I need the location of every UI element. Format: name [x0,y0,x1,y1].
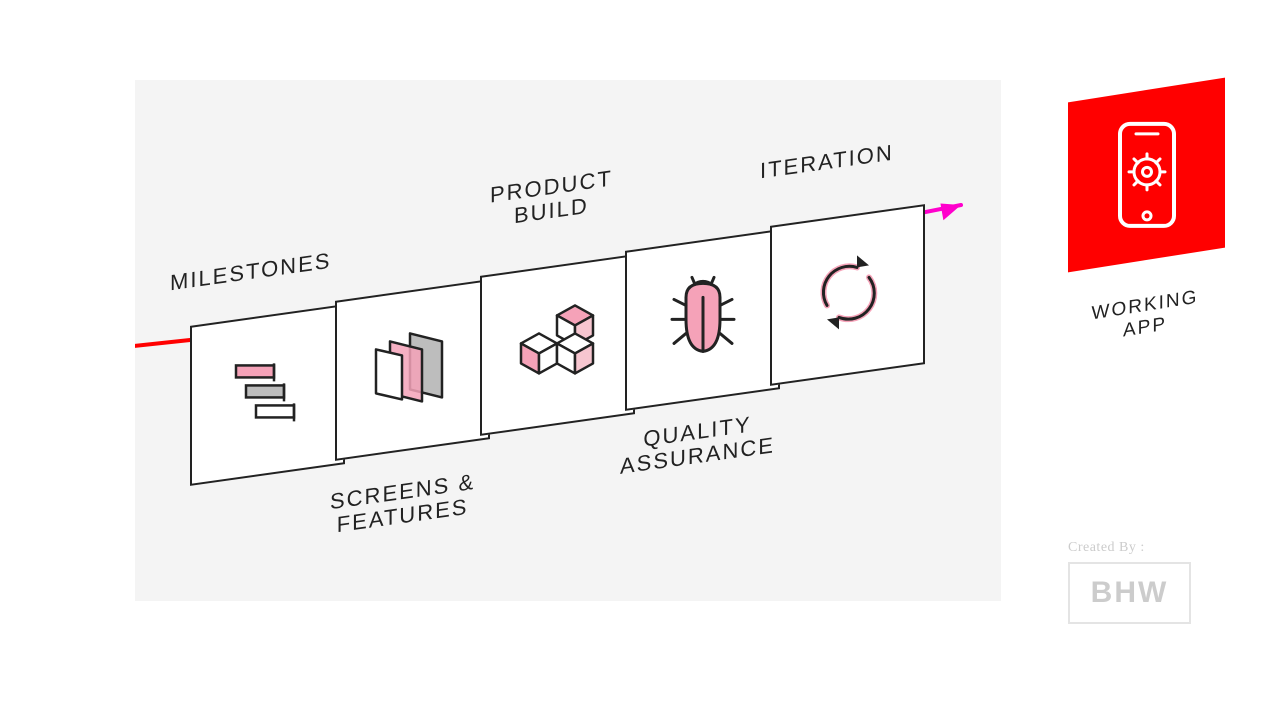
label-screens: SCREENS & FEATURES [330,470,475,539]
card-qa [625,229,780,411]
diagram-stage: MILESTONES SCREENS & FEATURES PRODUCT BUIL… [135,80,1001,601]
bhw-logo: BHW [1068,562,1191,624]
cycle-icon [807,254,889,337]
card-screens [335,279,490,461]
credit-text: Created By : [1068,540,1145,556]
working-app-label: WORKING APP [1040,278,1250,355]
card-product [480,254,635,436]
working-app-box [1068,78,1225,273]
label-qa: QUALITY ASSURANCE [620,409,775,479]
label-product: PRODUCT BUILD [490,166,613,232]
bug-icon [668,276,738,365]
card-iteration [770,204,925,386]
card-milestones [190,304,345,486]
phone-icon [1112,120,1182,230]
result-panel: WORKING APP Created By : BHW [1040,0,1280,711]
gantt-icon [230,360,306,431]
cubes-icon [513,302,603,389]
label-iteration: ITERATION [760,141,894,184]
label-milestones: MILESTONES [170,249,331,296]
panels-icon [370,328,456,413]
